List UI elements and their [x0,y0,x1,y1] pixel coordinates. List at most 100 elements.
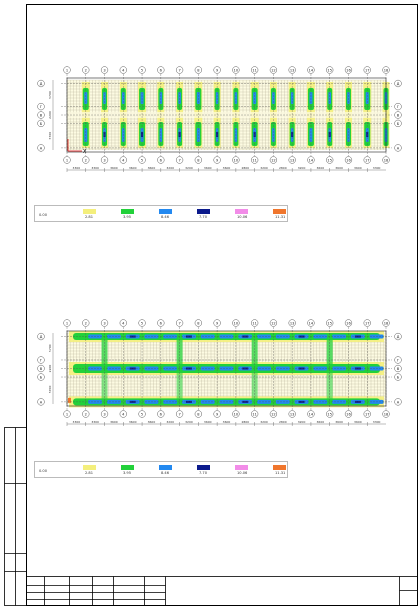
span-dimension: 3600 [204,166,212,170]
legend-label: 8.46 [161,471,170,475]
span-dimension: 3600 [317,166,325,170]
svg-text:17: 17 [365,412,370,416]
svg-text:5: 5 [141,68,143,72]
svg-text:2: 2 [85,412,87,416]
column-axis-marker: 9 [213,66,221,74]
svg-text:7: 7 [178,68,180,72]
side-dimension: 5700 [48,132,52,140]
legend-swatch [235,209,248,214]
column-axis-marker: 5 [138,410,146,418]
row-axis-marker: А [37,144,45,152]
column-axis-marker: 3 [100,410,109,418]
column-axis-marker: 16 [344,66,353,74]
svg-text:16: 16 [346,158,351,162]
svg-text:8: 8 [197,412,200,416]
svg-text:11: 11 [252,68,257,72]
svg-text:В: В [40,113,43,117]
column-axis-marker: 4 [119,410,127,418]
svg-text:8: 8 [197,321,200,325]
legend-label: 7.70 [199,471,208,475]
column-axis-marker: 18 [382,410,390,418]
column-axis-marker: 6 [157,156,165,164]
span-dimension: 2800 [241,420,249,424]
row-axis-marker: Д [37,79,45,88]
column-axis-marker: 15 [326,410,334,418]
svg-text:16: 16 [346,321,351,325]
svg-text:9: 9 [216,412,219,416]
legend-label: 11.31 [275,215,286,219]
svg-text:7: 7 [178,321,180,325]
column-axis-marker: 5 [138,319,146,327]
svg-text:4: 4 [122,321,125,325]
legend-swatch [121,209,134,214]
svg-text:5: 5 [141,321,143,325]
svg-text:2: 2 [85,321,87,325]
svg-text:11: 11 [252,321,257,325]
svg-text:4: 4 [122,68,125,72]
axis-symbol: X [67,139,87,155]
column-axis-marker: 10 [232,410,240,418]
column-axis-marker: 5 [138,156,146,164]
reinforcement-plan-bottom: 1122334455667788991010111112121313141415… [37,319,402,426]
span-dimension: 3600 [110,420,118,424]
column-axis-marker: 14 [307,66,315,74]
svg-text:11: 11 [252,412,257,416]
column-axis-marker: 17 [363,156,371,164]
svg-text:Г: Г [40,105,42,109]
column-axis-marker: 2 [82,319,90,327]
svg-text:7: 7 [178,158,180,162]
svg-text:10: 10 [234,321,239,325]
svg-text:Д: Д [40,82,43,86]
legend-label: 11.31 [275,471,286,475]
side-dimension: 5700 [48,344,52,352]
svg-text:3: 3 [103,412,105,416]
legend-swatch [121,465,134,470]
column-axis-marker: 7 [175,66,184,74]
svg-text:В: В [397,367,400,371]
svg-text:18: 18 [384,158,389,162]
svg-text:14: 14 [309,321,314,325]
svg-text:17: 17 [365,321,370,325]
span-dimension: 3200 [166,420,174,424]
span-dimension: 2800 [279,420,287,424]
column-axis-marker: 3 [100,319,109,327]
span-dimension: 3600 [335,420,343,424]
side-dimension: 5700 [48,91,52,99]
column-axis-marker: 7 [175,156,184,164]
column-axis-marker: 17 [363,410,371,418]
svg-text:4: 4 [122,158,125,162]
svg-text:15: 15 [327,321,332,325]
column-axis-marker: 11 [251,66,259,74]
span-dimension: 3300 [373,420,381,424]
row-axis-marker: Г [394,102,402,111]
legend-label: 2.81 [85,471,94,475]
side-dimension: 2200 [48,365,52,373]
span-dimension: 3600 [354,166,362,170]
row-axis-marker: В [394,111,402,119]
column-axis-marker: 9 [213,410,221,418]
span-dimension: 3200 [185,420,193,424]
span-dimension: 3600 [204,420,212,424]
column-axis-marker: 15 [326,156,334,164]
column-axis-marker: 14 [307,410,315,418]
row-axis-marker: А [37,398,45,406]
reinforcement-plan-top: 1122334455667788991010111112121313141415… [37,66,402,172]
svg-text:18: 18 [384,321,389,325]
column-axis-marker: 18 [382,156,390,164]
svg-text:3: 3 [103,321,105,325]
span-dimension: 3600 [148,166,156,170]
column-axis-marker: 3 [100,66,109,74]
svg-text:8: 8 [197,158,200,162]
row-axis-marker: В [37,364,45,373]
row-axis-marker: Д [394,79,402,88]
span-dimension: 3600 [335,166,343,170]
svg-text:17: 17 [365,68,370,72]
column-axis-marker: 4 [119,66,127,74]
column-axis-marker: 8 [194,410,202,418]
span-dimension: 3300 [73,166,81,170]
column-axis-marker: 1 [63,410,71,418]
column-axis-marker: 13 [288,319,296,327]
span-dimension: 3200 [298,420,306,424]
row-axis-marker: Г [394,356,402,364]
legend-top: 0.00 2.81 3.95 8.46 7.70 10.06 11.31 [34,205,288,222]
